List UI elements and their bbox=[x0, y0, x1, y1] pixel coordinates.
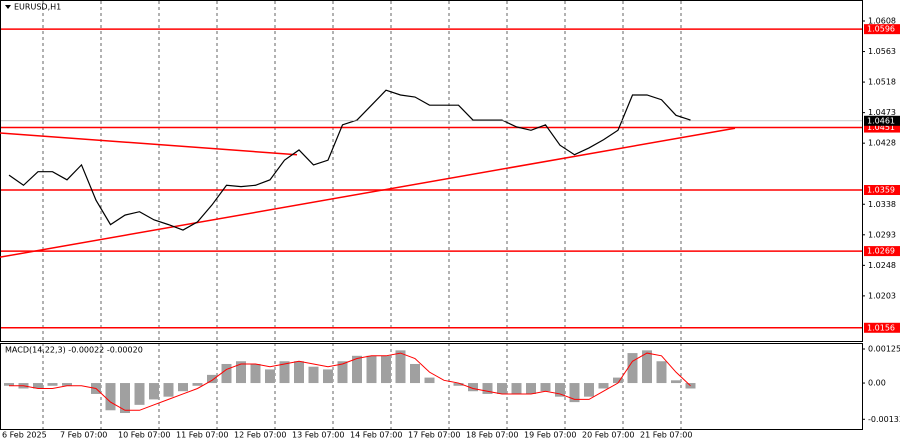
x-tick-label: 17 Feb 07:00 bbox=[408, 431, 460, 440]
y-tick-label: 1.0293 bbox=[868, 230, 896, 239]
macd-bar bbox=[337, 361, 348, 384]
macd-bar bbox=[613, 377, 623, 384]
current-price-box bbox=[864, 115, 900, 126]
y-tick-label: 1.0473 bbox=[868, 108, 896, 117]
macd-bar bbox=[627, 353, 638, 384]
level-label: 1.0451 bbox=[867, 123, 895, 132]
macd-bar bbox=[279, 361, 290, 384]
macd-bar bbox=[163, 383, 174, 397]
macd-bar bbox=[671, 380, 681, 384]
macd-signal bbox=[9, 352, 691, 411]
current-price-label: 1.0461 bbox=[867, 116, 895, 125]
x-tick-label: 12 Feb 07:00 bbox=[234, 431, 286, 440]
macd-bar bbox=[424, 377, 435, 384]
macd-bar bbox=[207, 374, 217, 384]
macd-bar bbox=[236, 361, 246, 384]
macd-bar bbox=[598, 383, 609, 389]
macd-bar bbox=[468, 383, 478, 392]
macd-bar bbox=[656, 361, 667, 384]
y-tick-label: 1.0428 bbox=[868, 139, 896, 148]
macd-bar bbox=[497, 383, 507, 394]
macd-bar bbox=[178, 383, 188, 392]
level-label-box bbox=[864, 24, 900, 35]
x-tick-label: 11 Feb 07:00 bbox=[176, 431, 228, 440]
y-tick-label: 1.0203 bbox=[868, 291, 896, 300]
x-tick-label: 14 Feb 07:00 bbox=[350, 431, 402, 440]
x-tick-label: 13 Feb 07:00 bbox=[292, 431, 344, 440]
price-frame bbox=[0, 0, 863, 342]
y-tick-label: 1.0518 bbox=[868, 78, 896, 87]
x-tick-label: 18 Feb 07:00 bbox=[466, 431, 518, 440]
level-label: 1.0156 bbox=[867, 323, 895, 332]
level-label-box bbox=[864, 185, 900, 196]
macd-bar bbox=[642, 350, 652, 384]
x-tick-label: 20 Feb 07:00 bbox=[582, 431, 634, 440]
macd-bar bbox=[149, 383, 159, 400]
y-tick-label: -0.00133 bbox=[868, 415, 900, 424]
macd-bar bbox=[569, 383, 580, 403]
x-tick-label: 7 Feb 07:00 bbox=[60, 431, 107, 440]
level-label-box bbox=[864, 322, 900, 333]
x-tick-label: 10 Feb 07:00 bbox=[118, 431, 170, 440]
level-label-box bbox=[864, 246, 900, 257]
macd-bar bbox=[540, 383, 551, 392]
level-label: 1.0596 bbox=[867, 25, 895, 34]
macd-bar bbox=[294, 361, 304, 384]
macd-bar bbox=[62, 383, 72, 386]
y-tick-label: 0.00125 bbox=[868, 344, 900, 353]
macd-bar bbox=[221, 363, 232, 384]
trendline bbox=[0, 127, 736, 258]
x-tick-label: 19 Feb 07:00 bbox=[524, 431, 576, 440]
macd-bar bbox=[511, 383, 522, 394]
chart-title: EURUSD,H1 bbox=[14, 3, 61, 12]
level-label-box bbox=[864, 122, 900, 133]
y-tick-label: 1.0608 bbox=[868, 17, 896, 26]
macd-bar bbox=[265, 369, 275, 384]
macd-bar bbox=[33, 383, 43, 389]
x-tick-label: 21 Feb 07:00 bbox=[640, 431, 692, 440]
macd-bar bbox=[134, 383, 145, 405]
macd-bar bbox=[555, 383, 565, 397]
y-tick-label: 1.0563 bbox=[868, 47, 896, 56]
macd-bar bbox=[120, 383, 130, 414]
y-tick-label: 1.0338 bbox=[868, 200, 896, 209]
macd-bar bbox=[105, 383, 116, 411]
macd-bar bbox=[352, 355, 362, 384]
y-tick-label: 0.00 bbox=[868, 379, 886, 388]
x-tick-label: 6 Feb 2025 bbox=[2, 431, 47, 440]
macd-bar bbox=[482, 383, 493, 394]
macd-title: MACD(14,22,3) -0.00022 -0.00020 bbox=[5, 346, 143, 355]
macd-bar bbox=[526, 383, 536, 394]
macd-bar bbox=[366, 355, 377, 384]
macd-bar bbox=[395, 350, 406, 384]
symbol-menu-icon[interactable] bbox=[5, 5, 11, 9]
macd-bar bbox=[323, 369, 333, 384]
macd-bar bbox=[4, 383, 14, 386]
macd-bar bbox=[410, 363, 420, 384]
macd-bar bbox=[584, 383, 594, 397]
macd-bar bbox=[453, 383, 464, 386]
macd-bar bbox=[47, 383, 58, 386]
price-line bbox=[8, 89, 691, 231]
macd-bar bbox=[192, 383, 203, 386]
level-label: 1.0359 bbox=[867, 186, 895, 195]
macd-bar bbox=[308, 366, 319, 384]
macd-frame bbox=[0, 343, 863, 430]
y-tick-label: 1.0248 bbox=[868, 261, 896, 270]
level-label: 1.0269 bbox=[867, 247, 895, 256]
trendline bbox=[0, 132, 298, 156]
macd-bar bbox=[381, 355, 391, 384]
macd-bar bbox=[250, 363, 261, 384]
